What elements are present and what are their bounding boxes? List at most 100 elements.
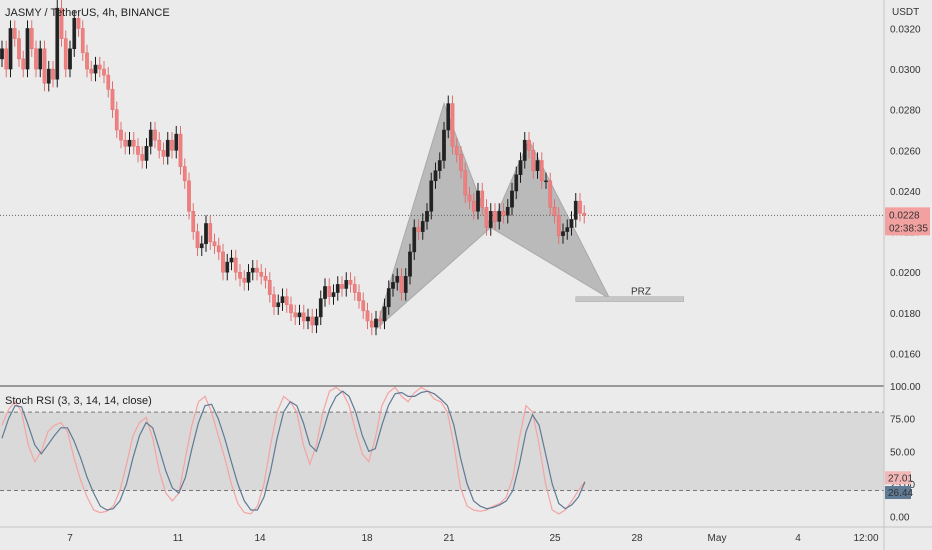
candle-body	[170, 139, 174, 151]
candle-body	[454, 146, 459, 155]
candle-body	[4, 48, 9, 70]
candle-body	[522, 139, 527, 161]
price-badge	[885, 207, 930, 236]
candle-body	[344, 280, 349, 289]
stoch-tick-label: 75.00	[890, 415, 915, 426]
candle-body	[301, 312, 306, 322]
candle-body	[531, 150, 536, 171]
candle-body	[225, 261, 230, 273]
candle-body	[208, 223, 213, 243]
candle-body	[306, 316, 310, 322]
candle-body	[323, 286, 327, 299]
candle-body	[204, 223, 208, 245]
stoch-tick-label: 25.00	[890, 480, 915, 491]
candle-body	[17, 38, 21, 60]
candle-body	[106, 74, 111, 90]
candle-body	[450, 103, 455, 147]
stoch-tick-label: 0.00	[890, 513, 910, 524]
candle-body	[174, 133, 179, 151]
candles	[0, 0, 587, 336]
candle-body	[85, 52, 89, 70]
candle-body	[340, 284, 344, 289]
candle-body	[263, 276, 268, 281]
candle-body	[565, 227, 570, 232]
candle-body	[548, 180, 553, 208]
candle-body	[229, 257, 234, 263]
price-tick-label: 0.0300	[890, 65, 921, 76]
candle-body	[221, 251, 225, 273]
candle-body	[250, 267, 255, 273]
candle-body	[12, 28, 17, 39]
candle-body	[182, 166, 187, 182]
time-tick-label: 12:00	[853, 533, 878, 544]
candle-body	[497, 211, 502, 222]
price-tick-label: 0.0260	[890, 146, 921, 157]
candle-body	[420, 221, 425, 232]
candle-body	[68, 48, 72, 70]
candle-body	[51, 68, 55, 80]
candle-body	[446, 103, 451, 131]
stoch-lines	[1, 386, 586, 515]
candle-body	[552, 206, 557, 216]
stoch-k-badge	[885, 471, 911, 485]
candle-body	[144, 146, 149, 161]
candle-body	[89, 68, 94, 74]
candle-body	[578, 200, 582, 214]
candle-body	[102, 68, 106, 76]
candle-body	[310, 316, 315, 326]
candle-body	[331, 292, 336, 297]
candle-body	[412, 227, 417, 253]
stoch-k-value: 27.01	[888, 473, 913, 484]
candle-body	[561, 231, 565, 236]
candle-body	[42, 48, 47, 84]
candle-body	[8, 28, 13, 70]
candle-body	[195, 231, 200, 249]
prz-zone	[575, 296, 684, 302]
price-axis: 0.01600.01800.02000.02200.02400.02600.02…	[890, 24, 921, 360]
candle-body	[335, 284, 340, 293]
candle-body	[131, 139, 136, 147]
candle-body	[284, 296, 289, 305]
candle-body	[569, 219, 574, 228]
candle-body	[493, 211, 497, 222]
candle-body	[178, 133, 183, 167]
candle-body	[348, 280, 353, 285]
candle-body	[510, 190, 514, 208]
price-tick-label: 0.0240	[890, 187, 921, 198]
time-tick-label: 18	[361, 533, 373, 544]
candle-body	[59, 7, 64, 39]
candle-body	[293, 312, 298, 318]
candle-body	[369, 320, 374, 328]
candle-body	[573, 200, 578, 220]
candle-body	[365, 310, 370, 322]
candle-body	[199, 243, 204, 249]
candle-body	[527, 139, 531, 151]
candle-body	[459, 154, 463, 171]
candle-body	[471, 200, 476, 212]
candle-body	[463, 170, 468, 196]
candle-body	[161, 150, 166, 157]
candle-body	[110, 89, 115, 110]
candle-body	[582, 213, 587, 216]
candle-body	[127, 139, 132, 147]
candle-body	[119, 129, 123, 141]
candle-body	[505, 206, 510, 216]
candle-body	[361, 300, 366, 312]
price-badge-countdown: 02:38:35	[889, 223, 928, 234]
candle-body	[80, 28, 85, 54]
stoch-d-badge	[885, 486, 911, 500]
candle-body	[29, 28, 34, 50]
candle-body	[518, 160, 523, 175]
time-tick-label: 7	[67, 533, 73, 544]
candle-body	[55, 7, 60, 80]
candle-body	[408, 251, 412, 277]
time-tick-label: 11	[173, 533, 184, 544]
candle-body	[72, 18, 77, 50]
candle-body	[191, 211, 196, 232]
candle-body	[46, 68, 51, 84]
candle-body	[442, 129, 446, 161]
chart-title: JASMY / TetherUS, 4h, BINANCE	[5, 7, 170, 19]
candle-body	[386, 288, 391, 308]
candle-body	[476, 190, 480, 212]
candle-body	[93, 64, 98, 74]
